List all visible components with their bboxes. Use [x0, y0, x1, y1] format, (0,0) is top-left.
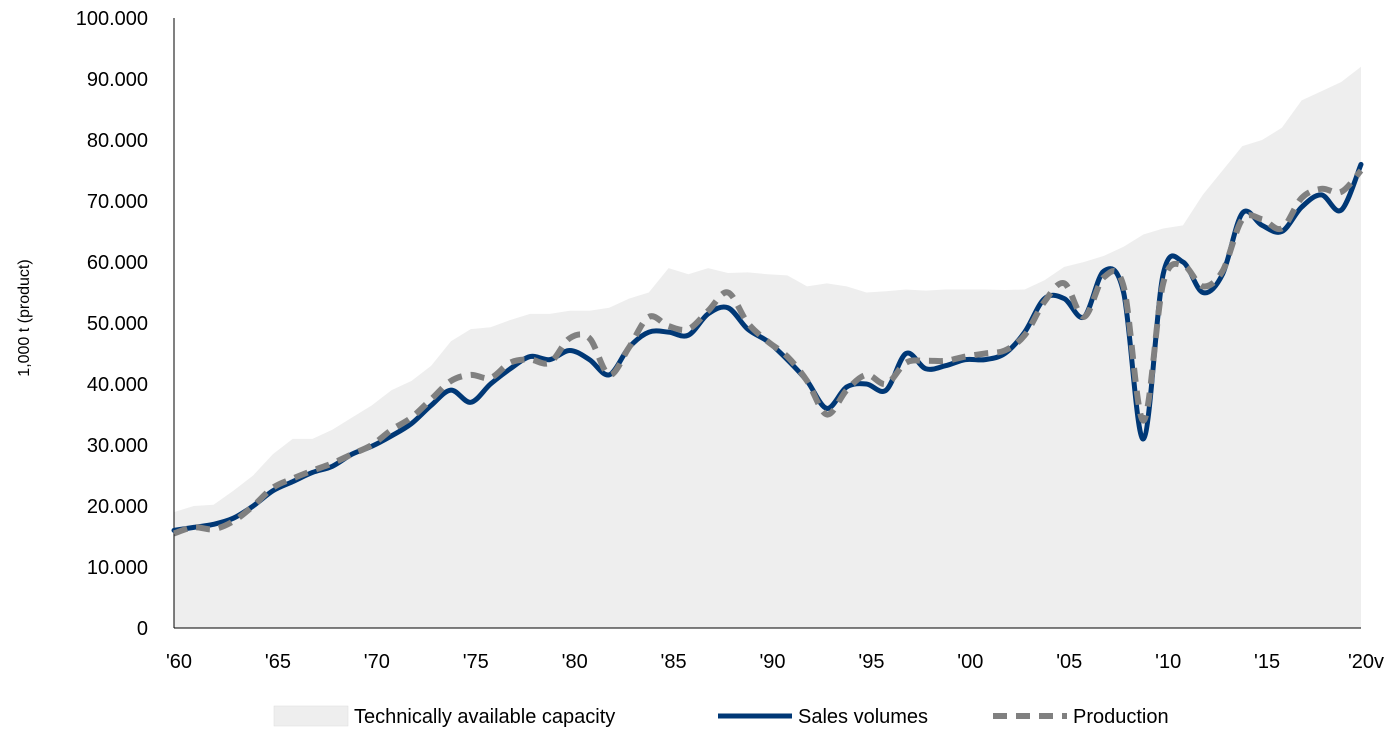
legend-label: Sales volumes	[798, 706, 928, 728]
legend-item-production: Production	[993, 706, 1169, 728]
y-tick-label: 80.000	[87, 130, 148, 152]
y-tick-label: 20.000	[87, 496, 148, 518]
x-tick-label: '00	[957, 651, 983, 673]
x-tick-label: '05	[1056, 651, 1082, 673]
legend-label: Production	[1073, 706, 1169, 728]
x-tick-label: '75	[463, 651, 489, 673]
legend-item-technically-available-capacity: Technically available capacity	[273, 705, 615, 728]
legend-swatch	[273, 705, 349, 727]
x-tick-labels: '60 '65 '70 '75 '80 '85 '90 '95 '00 '05 '10 '15 '20v	[166, 651, 1384, 673]
x-tick-label: '10	[1155, 651, 1181, 673]
y-tick-label: 70.000	[87, 191, 148, 213]
x-tick-label: '85	[661, 651, 687, 673]
x-tick-label: '15	[1254, 651, 1280, 673]
legend: Technically available capacity Sales volu…	[273, 705, 1169, 728]
y-tick-label: 60.000	[87, 252, 148, 274]
y-tick-label: 90.000	[87, 69, 148, 91]
legend-item-sales-volumes: Sales volumes	[718, 706, 928, 728]
production-line	[173, 168, 1364, 537]
y-tick-labels: 0 10.000 20.000 30.000 40.000 50.000 60.000 70.…	[76, 8, 148, 640]
x-tick-label: '80	[562, 651, 588, 673]
y-axis-title: 1,000 t (product)	[16, 259, 33, 376]
legend-label: Technically available capacity	[354, 706, 615, 728]
technically-available-capacity-area	[174, 66, 1361, 629]
y-tick-label: 30.000	[87, 435, 148, 457]
x-tick-label: '60	[166, 651, 192, 673]
y-tick-label: 40.000	[87, 374, 148, 396]
x-tick-label: '90	[759, 651, 785, 673]
y-tick-label: 50.000	[87, 313, 148, 335]
y-tick-label: 0	[137, 618, 148, 640]
x-tick-label: '65	[265, 651, 291, 673]
y-tick-label: 100.000	[76, 8, 148, 30]
x-tick-label: '95	[858, 651, 884, 673]
x-tick-label: '20v	[1348, 651, 1384, 673]
x-tick-label: '70	[364, 651, 390, 673]
series-lines-layer	[171, 161, 1364, 537]
y-tick-label: 10.000	[87, 557, 148, 579]
axes	[173, 18, 1361, 629]
sales-volumes-line	[171, 161, 1364, 533]
capacity-area-layer	[174, 66, 1361, 629]
